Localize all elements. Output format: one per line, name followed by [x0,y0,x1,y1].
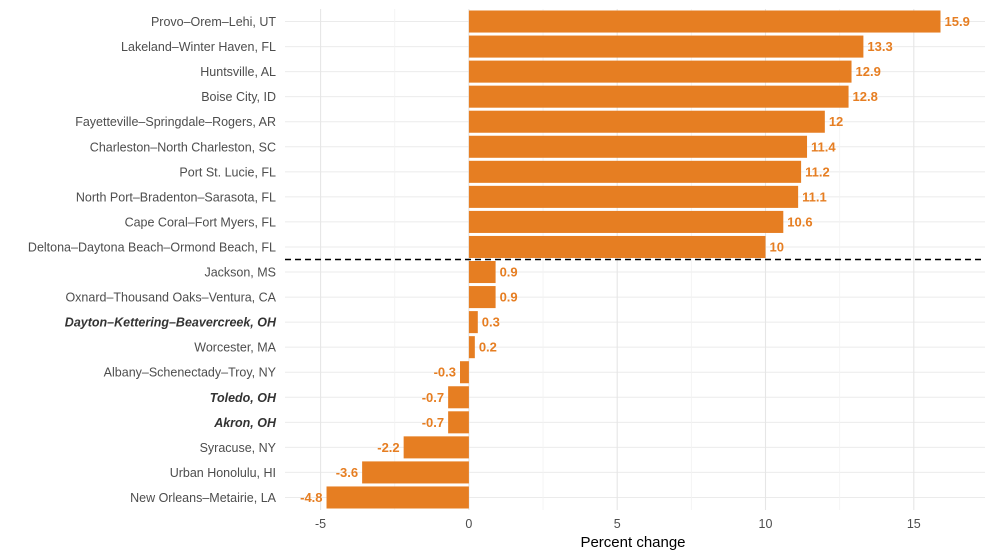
bar [362,461,469,484]
bar [468,10,941,33]
data-label: 11.2 [805,164,830,179]
data-label: 12.8 [853,89,878,104]
category-label: Albany–Schenectady–Troy, NY [104,366,277,380]
data-label: 15.9 [945,14,970,29]
data-label: -2.2 [377,440,399,455]
category-label: Akron, OH [213,416,277,430]
category-label: Worcester, MA [194,341,276,355]
x-tick-label: 10 [759,517,773,531]
bars [326,10,941,509]
category-label: Fayetteville–Springdale–Rogers, AR [75,115,276,129]
bar [448,386,469,409]
bar [460,361,469,384]
category-label: Toledo, OH [210,391,277,405]
bar [468,60,852,83]
data-label: 0.9 [500,265,518,280]
x-tick-label: -5 [315,517,326,531]
data-label: 10.6 [787,214,812,229]
bar [403,436,469,459]
bar [448,411,469,434]
category-label: Charleston–North Charleston, SC [90,140,276,154]
bar [468,336,475,359]
data-label: 0.2 [479,340,497,355]
category-label: Huntsville, AL [200,65,276,79]
bar [468,185,799,208]
category-label: Dayton–Kettering–Beavercreek, OH [65,316,277,330]
data-label: -0.3 [434,365,456,380]
data-label: -0.7 [422,390,444,405]
bar [468,286,496,309]
category-label: Jackson, MS [204,266,276,280]
category-label: Syracuse, NY [200,441,277,455]
bar [468,160,802,183]
data-label: -3.6 [336,465,358,480]
x-axis-label: Percent change [580,534,685,551]
category-label: Provo–Orem–Lehi, UT [151,15,276,29]
data-label: 12.9 [856,64,881,79]
bar [468,35,864,58]
x-tick-label: 15 [907,517,921,531]
category-label: North Port–Bradenton–Sarasota, FL [76,190,276,204]
bar [468,135,808,158]
category-label: Oxnard–Thousand Oaks–Ventura, CA [65,291,276,305]
bar [468,311,478,334]
data-label: 13.3 [867,39,892,54]
category-label: Lakeland–Winter Haven, FL [121,40,276,54]
data-label: 11.4 [811,139,836,154]
data-label: -0.7 [422,415,444,430]
bar [468,110,825,133]
data-labels: 15.913.312.912.81211.411.211.110.6100.90… [300,14,970,505]
data-label: 11.1 [802,189,827,204]
x-tick-label: 0 [465,517,472,531]
category-labels: Provo–Orem–Lehi, UT Lakeland–Winter Haven… [28,15,277,505]
bar [468,210,784,233]
bar [468,261,496,284]
bar [468,235,766,258]
category-label: New Orleans–Metairie, LA [130,491,277,505]
data-label: 0.3 [482,315,500,330]
data-label: 10 [770,239,784,254]
x-axis-ticks: -5 0 5 10 15 [315,517,921,531]
data-label: 12 [829,114,843,129]
data-label: 0.9 [500,290,518,305]
x-tick-label: 5 [614,517,621,531]
category-label: Urban Honolulu, HI [170,466,276,480]
category-label: Port St. Lucie, FL [179,165,276,179]
category-label: Cape Coral–Fort Myers, FL [125,215,276,229]
bar [326,486,469,509]
data-label: -4.8 [300,490,322,505]
category-label: Boise City, ID [201,90,276,104]
bar [468,85,849,108]
category-label: Deltona–Daytona Beach–Ormond Beach, FL [28,240,276,254]
